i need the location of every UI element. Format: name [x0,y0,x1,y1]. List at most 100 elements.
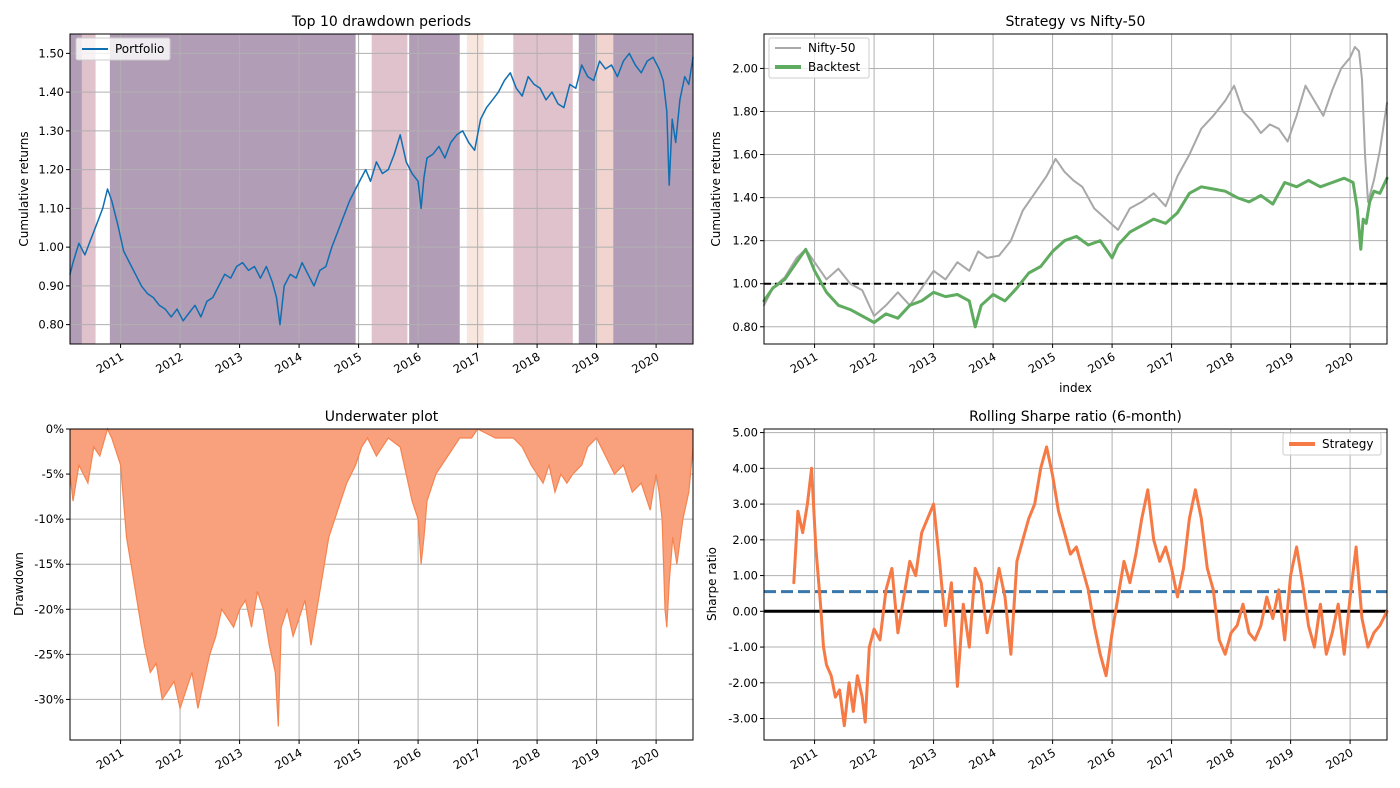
y-tick-label: 1.10 [38,201,64,215]
x-tick-label: 2020 [1323,349,1355,376]
y-tick-label: 1.20 [732,234,758,248]
y-tick-label: -25% [34,647,64,661]
underwater-area [70,429,693,727]
series-line-strategy [792,445,1389,728]
legend-4: Strategy [1282,432,1382,456]
x-tick-label: 2015 [1026,349,1058,376]
series-line-portfolio [69,52,694,326]
chart-title-3: Underwater plot [325,409,439,425]
y-tick-label: -10% [34,512,64,526]
x-tick-label: 2012 [847,745,879,772]
y-tick-label: 5.00 [732,426,758,440]
x-tick-label: 2013 [907,349,939,376]
chart-title-1: Top 10 drawdown periods [291,14,471,30]
y-tick-label: 1.30 [38,124,64,138]
x-tick-label: 2018 [510,745,542,772]
drawdown-period-shade [409,34,460,344]
y-tick-label: 0% [46,422,64,436]
underwater-line [69,427,694,727]
y-tick-label: 1.80 [732,105,758,119]
x-tick-label: 2013 [213,349,245,376]
chart-title-4: Rolling Sharpe ratio (6-month) [969,409,1182,425]
panel-rolling-sharpe: 2011 2012 2013 2014 2015 2016 2017 2018 2019 2020… [705,409,1389,773]
y-tick-label: -1.00 [728,640,758,654]
x-tick-label: 2016 [391,745,423,772]
panel-underwater: 2011 2012 2013 2014 2015 2016 2017 2018 2019 2020… [12,409,694,772]
series-line-backtest [762,176,1389,329]
y-axis-label-3: Drawdown [12,552,26,616]
x-tick-label: 2012 [847,349,879,376]
x-tick-label: 2011 [788,349,820,376]
y-tick-label: -30% [34,692,64,706]
y-tick-label: 1.40 [732,191,758,205]
x-tick-label: 2015 [1026,745,1058,772]
y-axis-label-4: Sharpe ratio [705,547,719,621]
drawdown-period-shade [578,34,596,344]
y-tick-label: 3.00 [732,497,758,511]
legend-label-nifty: Nifty-50 [808,41,856,55]
x-tick-label: 2019 [570,745,602,772]
drawdown-period-shade [613,34,693,344]
shade-layer-1 [70,34,693,344]
axes-frame-1 [69,33,694,345]
grid-layer-4 [764,429,1387,740]
axes-frame-4 [763,428,1388,741]
y-tick-label: 2.00 [732,61,758,75]
drawdown-period-shade [371,34,408,344]
x-tick-label: 2020 [629,745,661,772]
x-tick-label: 2011 [94,349,126,376]
axes-frame-2 [763,33,1388,345]
ticks-layer-2: 2011 2012 2013 2014 2015 2016 2017 2018 2019 2020… [732,61,1355,376]
x-tick-label: 2019 [570,349,602,376]
axes-frame-3 [69,428,694,741]
x-axis-label-2: index [1059,381,1092,395]
y-tick-label: 1.00 [732,569,758,583]
chart-title-2: Strategy vs Nifty-50 [1006,14,1146,30]
y-tick-label: 0.90 [38,279,64,293]
x-tick-label: 2014 [966,349,998,376]
plot-layer-1 [69,52,694,326]
legend-label-strategy: Strategy [1322,437,1373,451]
y-tick-label: -2.00 [728,676,758,690]
x-tick-label: 2014 [272,349,304,376]
plot-layer-3 [69,427,694,727]
y-tick-label: 1.40 [38,85,64,99]
y-tick-label: -20% [34,602,64,616]
x-tick-label: 2017 [1145,349,1177,376]
x-tick-label: 2016 [1085,745,1117,772]
plot-layer-4 [764,445,1389,728]
y-tick-label: 1.00 [732,277,758,291]
x-tick-label: 2020 [1323,745,1355,772]
y-tick-label: 2.00 [732,533,758,547]
x-tick-label: 2013 [907,745,939,772]
x-tick-label: 2011 [788,745,820,772]
x-tick-label: 2019 [1264,745,1296,772]
y-tick-label: -3.00 [728,712,758,726]
panel-drawdown-periods: 2011 2012 2013 2014 2015 2016 2017 2018 2019 2020… [17,14,694,376]
legend-1: Portfolio [75,37,171,61]
x-tick-label: 2016 [391,349,423,376]
legend-label-portfolio: Portfolio [115,42,164,56]
drawdown-period-shade [109,34,356,344]
x-tick-label: 2014 [966,745,998,772]
ticks-layer-4: 2011 2012 2013 2014 2015 2016 2017 2018 2019 2020… [728,426,1355,773]
drawdown-period-shade [595,34,614,344]
y-tick-label: 0.00 [732,604,758,618]
drawdown-period-shade [466,34,484,344]
x-tick-label: 2020 [629,349,661,376]
x-tick-label: 2017 [451,745,483,772]
series-line-nifty-50 [763,45,1388,317]
y-tick-label: 1.00 [38,240,64,254]
x-tick-label: 2017 [451,349,483,376]
x-tick-label: 2012 [153,349,185,376]
y-tick-label: 1.50 [38,46,64,60]
x-tick-label: 2015 [332,745,364,772]
plot-layer-2 [762,45,1389,329]
x-tick-label: 2011 [94,745,126,772]
y-tick-label: 1.20 [38,163,64,177]
y-tick-label: -15% [34,557,64,571]
grid-layer-1 [70,34,693,344]
x-tick-label: 2015 [332,349,364,376]
x-tick-label: 2018 [1204,745,1236,772]
